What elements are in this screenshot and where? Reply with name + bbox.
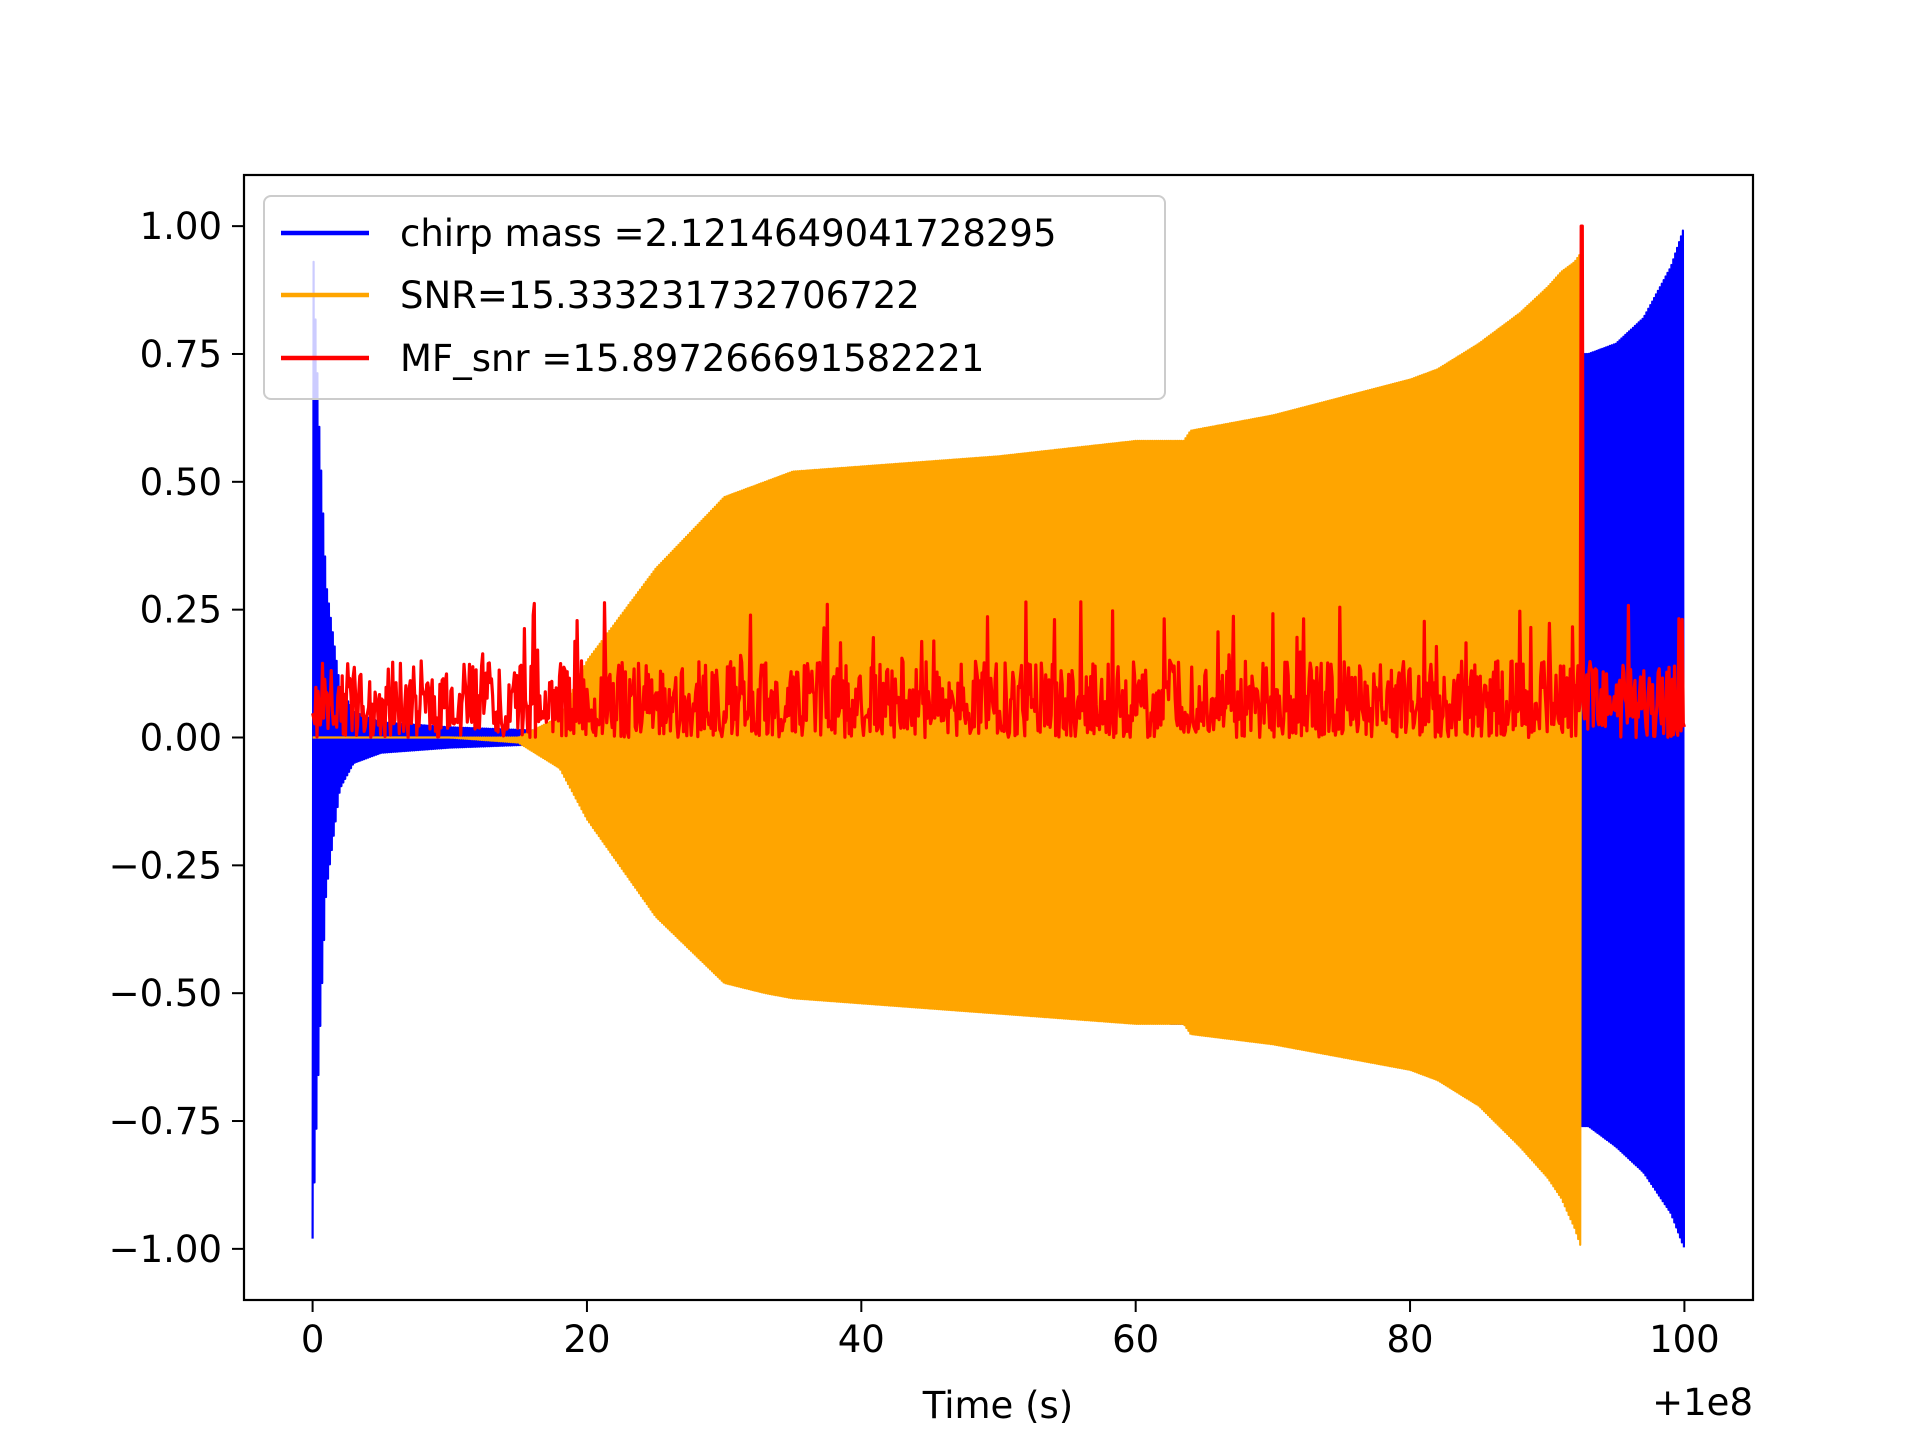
x-tick-label: 40 — [838, 1318, 885, 1361]
series-snr — [312, 252, 1583, 1246]
y-tick-label: 0.50 — [140, 461, 222, 504]
series-mf-snr — [311, 224, 1686, 740]
legend-label-chirp: chirp mass =2.1214649041728295 — [400, 212, 1057, 255]
legend-label-snr: SNR=15.333231732706722 — [400, 274, 920, 317]
legend-label-mf: MF_snr =15.897266691582221 — [400, 337, 984, 380]
x-tick-label: 80 — [1386, 1318, 1433, 1361]
y-tick-label: 0.75 — [140, 333, 222, 376]
y-axis: 1.00 0.75 0.50 0.25 0.00 −0.25 −0.50 −0.75 −1.00 — [109, 205, 244, 1271]
y-tick-label: −0.50 — [109, 972, 222, 1015]
y-tick-label: −0.25 — [109, 844, 222, 887]
y-tick-label: 1.00 — [140, 205, 222, 248]
y-tick-label: 0.00 — [140, 717, 222, 760]
legend-box — [263, 195, 1166, 400]
legend: chirp mass =2.1214649041728295 SNR=15.33… — [263, 195, 1166, 400]
y-tick-label: 0.25 — [140, 589, 222, 632]
y-tick-label: −0.75 — [109, 1100, 222, 1143]
x-tick-label: 20 — [563, 1318, 610, 1361]
x-axis-label: Time (s) — [922, 1384, 1073, 1427]
x-tick-label: 60 — [1112, 1318, 1159, 1361]
x-tick-label: 100 — [1649, 1318, 1720, 1361]
x-axis: 0 20 40 60 80 100 — [301, 1300, 1720, 1361]
y-tick-label: −1.00 — [109, 1228, 222, 1271]
x-offset-label: +1e8 — [1652, 1381, 1753, 1424]
x-tick-label: 0 — [301, 1318, 325, 1361]
series-layer — [311, 224, 1686, 1248]
